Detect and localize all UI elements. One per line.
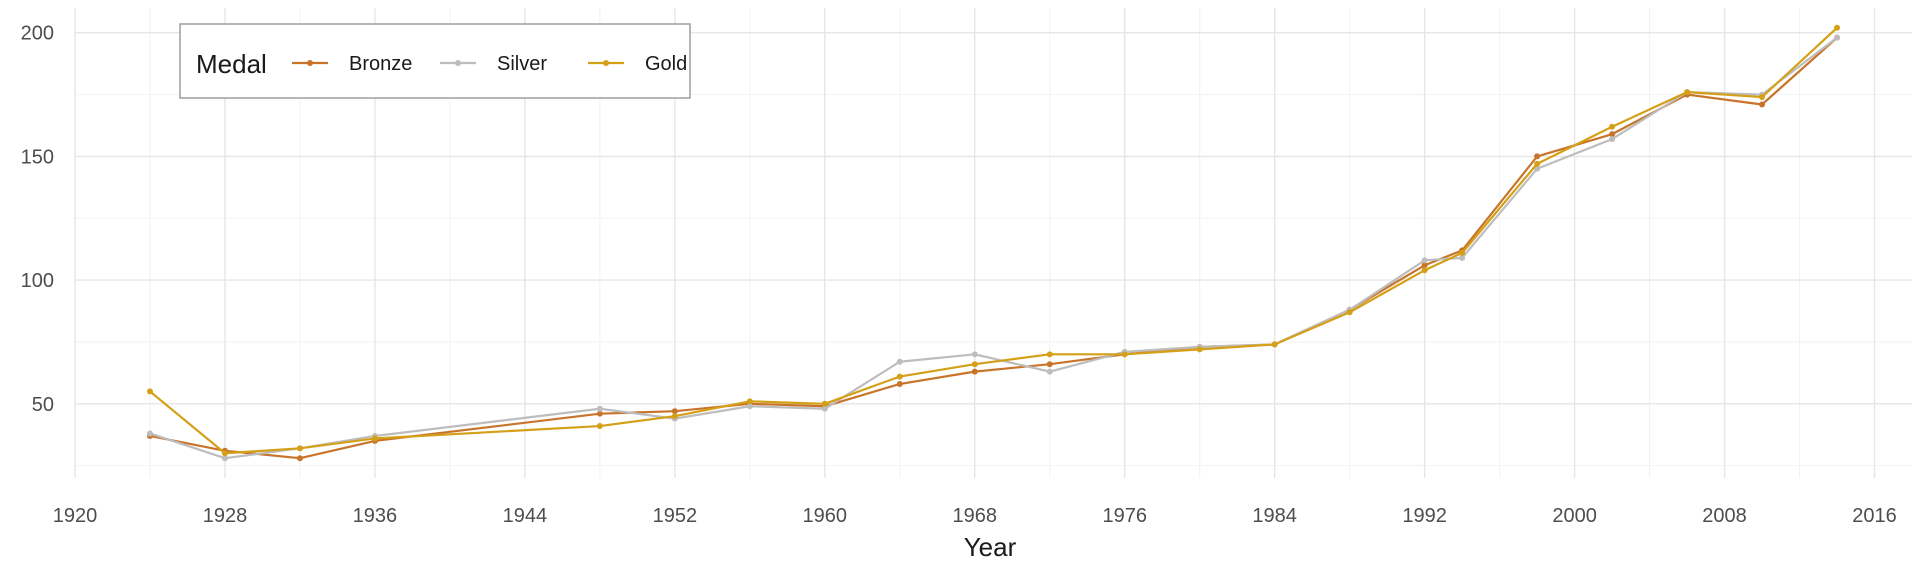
silver-point <box>146 430 153 437</box>
bronze-point <box>296 455 303 462</box>
y-tick-label: 100 <box>21 270 54 292</box>
series-layer <box>146 24 1841 462</box>
x-tick-label: 1920 <box>53 505 98 527</box>
gold-point <box>146 388 153 395</box>
legend-item-gold: Gold <box>588 53 687 75</box>
gold-point <box>671 413 678 420</box>
gold-point <box>596 423 603 430</box>
gold-point <box>1046 351 1053 358</box>
bronze-point <box>1534 153 1541 160</box>
x-tick-label: 1992 <box>1402 505 1447 527</box>
silver-point <box>596 405 603 412</box>
gold-point <box>971 361 978 368</box>
bronze-point <box>971 368 978 375</box>
silver-point <box>1609 136 1616 143</box>
legend-title: Medal <box>196 49 267 79</box>
gold-line <box>149 26 1838 455</box>
gold-point <box>1196 346 1203 353</box>
x-tick-label: 2008 <box>1702 505 1747 527</box>
gold-point <box>296 445 303 452</box>
bronze-point <box>1421 262 1428 269</box>
bronze-point <box>671 408 678 415</box>
x-tick-label: 1952 <box>653 505 698 527</box>
silver-point <box>896 358 903 365</box>
gold-point <box>746 398 753 405</box>
x-tick-label: 1936 <box>353 505 398 527</box>
gold-point <box>1834 24 1841 31</box>
gold-point <box>1271 341 1278 348</box>
x-tick-label: 1976 <box>1102 505 1147 527</box>
gold-point <box>1609 123 1616 130</box>
silver-point <box>971 351 978 358</box>
gold-point <box>371 435 378 442</box>
y-tick-label: 200 <box>21 23 54 45</box>
legend-item-bronze: Bronze <box>292 53 412 75</box>
gold-point <box>1121 351 1128 358</box>
x-tick-label: 1960 <box>803 505 848 527</box>
legend-item-silver: Silver <box>440 53 547 75</box>
legend-items: Bronze Silver Gold <box>292 53 687 75</box>
x-tick-label: 1968 <box>953 505 998 527</box>
gold-point <box>1421 267 1428 274</box>
silver-point <box>1421 257 1428 264</box>
x-tick-label: 1928 <box>203 505 248 527</box>
x-axis-title: Year <box>964 532 1017 562</box>
gold-point <box>821 400 828 407</box>
gold-point <box>1534 160 1541 167</box>
x-tick-label: 2000 <box>1552 505 1597 527</box>
gold-point <box>1459 249 1466 256</box>
x-tick-label: 2016 <box>1852 505 1897 527</box>
minor-gridlines <box>75 8 1912 478</box>
bronze-point <box>596 410 603 417</box>
legend-key-point-silver <box>455 60 461 66</box>
y-tick-label: 150 <box>21 146 54 168</box>
y-tick-label: 50 <box>32 394 54 416</box>
y-axis-tick-labels: 50 100 150 200 <box>21 23 54 416</box>
major-gridlines <box>74 8 1912 478</box>
gold-point <box>221 450 228 457</box>
silver-point <box>1459 254 1466 261</box>
legend-key-point-gold <box>603 60 609 66</box>
bronze-point <box>1759 101 1766 108</box>
bronze-line <box>149 36 1838 460</box>
legend-label-gold: Gold <box>645 53 687 75</box>
bronze-point <box>896 381 903 387</box>
gold-point <box>1346 309 1353 316</box>
bronze-point <box>1609 131 1616 138</box>
legend-key-point-bronze <box>307 60 313 66</box>
silver-point <box>746 403 753 410</box>
gold-point <box>896 373 903 380</box>
bronze-point <box>1046 361 1053 368</box>
silver-point <box>821 405 828 412</box>
x-axis-tick-labels: 1920 1928 1936 1944 1952 1960 1968 1976 1984 1992… <box>53 505 1897 527</box>
series-gold <box>146 24 1841 457</box>
silver-point <box>221 455 228 462</box>
legend: Medal Bronze Silver Gold <box>179 23 691 99</box>
silver-line <box>149 36 1838 460</box>
gold-point <box>1759 94 1766 101</box>
silver-point <box>1046 368 1053 375</box>
x-tick-label: 1984 <box>1252 505 1297 527</box>
legend-label-bronze: Bronze <box>349 53 412 75</box>
legend-label-silver: Silver <box>497 53 547 75</box>
x-tick-label: 1944 <box>503 505 548 527</box>
gold-point <box>1684 89 1691 96</box>
silver-point <box>1834 34 1841 41</box>
